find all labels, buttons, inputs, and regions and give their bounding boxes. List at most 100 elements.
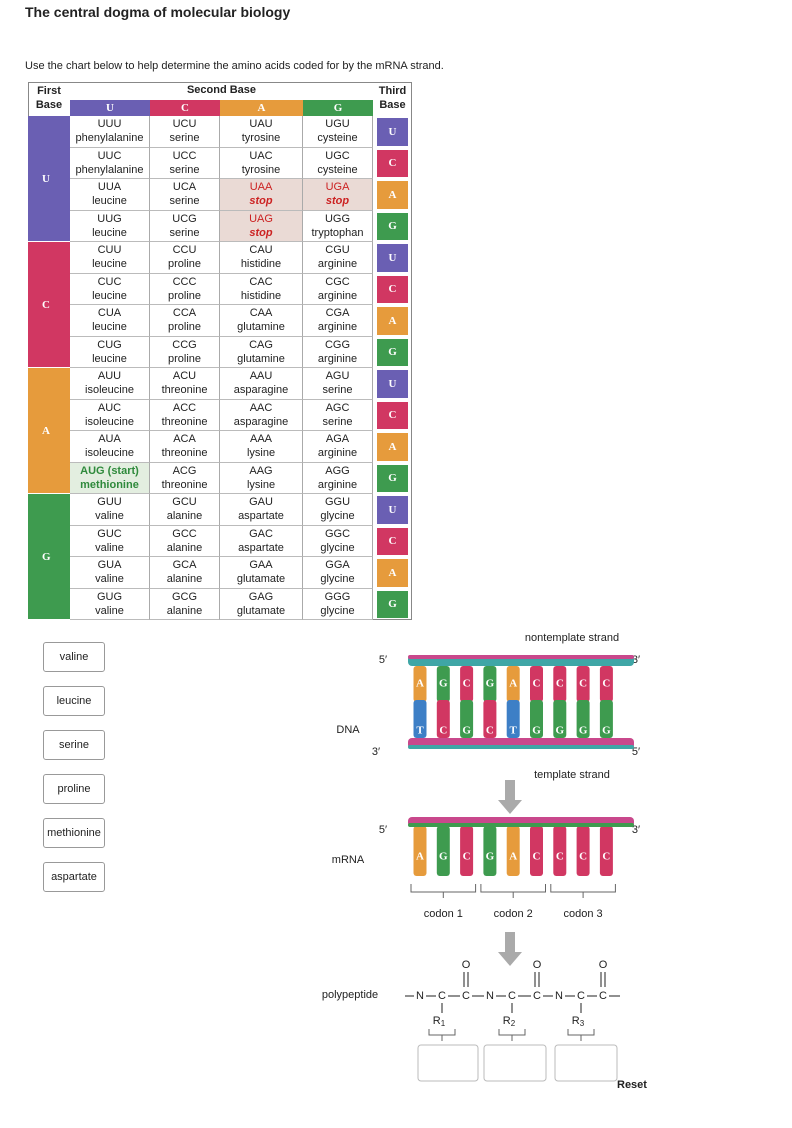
nucleotide [530, 700, 543, 738]
amino-acid: glycine [320, 604, 355, 617]
codon: ACA [173, 433, 196, 445]
codon: CGU [325, 244, 350, 256]
choice-chip[interactable]: proline [43, 774, 105, 804]
nucleotide [530, 826, 543, 876]
codon: AUU [97, 370, 122, 382]
choice-chip[interactable]: leucine [43, 686, 105, 716]
base-letter: G [532, 725, 541, 737]
nucleotide [436, 700, 450, 738]
amino-acid: tyrosine [241, 132, 281, 144]
base-letter: C [463, 678, 471, 690]
codon: GCC [172, 527, 197, 540]
third-base-letter: G [377, 590, 408, 618]
nucleotide [530, 666, 543, 702]
choice-chip[interactable]: methionine [43, 818, 105, 848]
choice-chip[interactable]: valine [43, 642, 105, 672]
amino-acid: arginine [317, 478, 358, 491]
codon: UCC [172, 149, 197, 162]
answer-box[interactable] [417, 1044, 479, 1082]
answer-box[interactable] [483, 1044, 547, 1082]
base-letter: C [556, 678, 564, 690]
arrow [498, 780, 522, 814]
codon-cell: AAA lysine [220, 431, 303, 463]
codon: AAA [249, 433, 272, 445]
double-bond [600, 972, 606, 987]
amino-acid: leucine [92, 195, 127, 207]
amino-acid: threonine [161, 384, 208, 396]
third-base-letter: A [377, 307, 408, 335]
third-base-letter: C [377, 401, 408, 429]
codon: UAG [249, 212, 273, 225]
third-base-letter: U [377, 496, 408, 524]
nucleotide [460, 700, 474, 738]
codon: UCG [172, 212, 197, 225]
instruction: Use the chart below to help determine th… [25, 60, 444, 72]
nucleotide [553, 826, 567, 876]
codon-cell: UCC serine [150, 147, 220, 179]
double-bond [463, 972, 469, 987]
codon: GUG [96, 590, 123, 603]
amino-acid: arginine [317, 321, 358, 333]
amino-acid: glutamine [237, 352, 285, 365]
nucleotide [599, 826, 613, 876]
codon: AUA [98, 433, 121, 445]
codon: AAG [249, 464, 273, 477]
codon-cell: CAU histidine [220, 242, 303, 274]
codon: CCC [172, 275, 197, 288]
codon-cell: UCA serine [150, 179, 220, 211]
amino-acid: glutamine [237, 321, 285, 333]
third-base-letter: C [377, 275, 408, 303]
amino-acid: serine [322, 415, 353, 428]
codon: CCA [172, 307, 197, 319]
amino-acid: serine [169, 226, 200, 239]
first-base-block: G [28, 494, 70, 620]
base-letter: G [486, 851, 495, 863]
amino-acid: aspartate [238, 510, 284, 522]
amino-acid: asparagine [233, 384, 289, 396]
amino-acid: serine [169, 132, 200, 144]
nucleotide [460, 666, 474, 702]
second-base-letter: C [150, 100, 220, 116]
second-base-letter: A [220, 100, 303, 116]
choice-chip[interactable]: aspartate [43, 862, 105, 892]
second-base-letter: G [303, 100, 373, 116]
molecule-label: polypeptide [322, 989, 378, 1001]
choice-chip[interactable]: serine [43, 730, 105, 760]
codon-cell: AAU asparagine [220, 368, 303, 400]
nucleotide [483, 700, 497, 738]
codon-cell: UAA stop [220, 179, 303, 211]
nucleotide [506, 826, 520, 876]
codon: CGA [325, 307, 350, 319]
third-base-letter: U [377, 244, 408, 272]
codon: AAC [249, 401, 273, 414]
codon-cell: CUC leucine [70, 273, 150, 305]
answer-box[interactable] [554, 1044, 618, 1082]
codon-cell: CAG glutamine [220, 336, 303, 368]
atom: C [577, 990, 585, 1002]
amino-acid: tryptophan [311, 226, 364, 239]
codon-cell: AAG lysine [220, 462, 303, 494]
codon-cell: CAC histidine [220, 273, 303, 305]
end-label: 3′ [632, 654, 640, 666]
amino-acid: phenylalanine [75, 163, 144, 176]
amino-acid: glycine [320, 510, 355, 522]
amino-acid: proline [167, 352, 202, 365]
third-base-letter: U [377, 118, 408, 146]
molecule-label: DNA [336, 724, 360, 736]
central-dogma-diagram: nontemplate strand template strand DNA mRNA… [322, 632, 640, 1082]
codon-cell: CAA glutamine [220, 305, 303, 337]
codon: AGC [325, 401, 350, 414]
r-bracket [567, 1029, 595, 1041]
end-label: 5′ [379, 654, 387, 666]
codon: CCU [172, 244, 197, 256]
reset-button[interactable]: Reset [617, 1079, 647, 1091]
amino-acid: proline [167, 289, 202, 302]
end-label: 5′ [379, 824, 387, 836]
third-base-letter: G [377, 464, 408, 492]
amino-acid: glutamate [236, 573, 286, 585]
codon-cell: UGU cysteine [303, 116, 373, 148]
third-base-letter: A [377, 181, 408, 209]
codon-cell: GCG alanine [150, 588, 220, 620]
codon-cell: UGG tryptophan [303, 210, 373, 242]
codon-cell: CGC arginine [303, 273, 373, 305]
